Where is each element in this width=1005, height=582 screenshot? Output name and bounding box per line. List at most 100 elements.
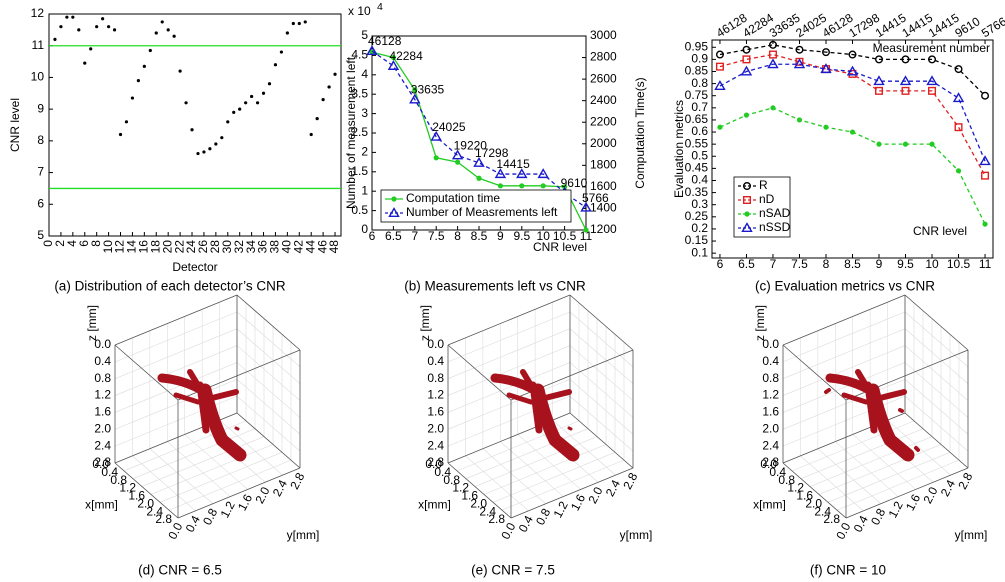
x-tick-label: 9.5: [897, 257, 914, 271]
point: [220, 136, 223, 139]
z-tick-label: 0.8: [427, 371, 444, 385]
x-tick-label: 7: [411, 229, 418, 243]
point: [71, 16, 74, 19]
legend-label: Number of Measrements left: [406, 205, 558, 219]
marker: [541, 183, 546, 188]
grid-line: [905, 312, 968, 367]
y-tick-label: 0: [361, 222, 368, 236]
z-tick-label: 0.4: [762, 354, 779, 368]
point: [101, 17, 104, 20]
y-tick-label: 10: [31, 70, 45, 84]
x-axis-label: x[mm]: [753, 498, 786, 512]
point: [119, 133, 122, 136]
grid-line: [115, 312, 237, 362]
point: [161, 20, 164, 23]
point: [59, 25, 62, 28]
z-tick-label: 2.4: [94, 438, 111, 452]
y-tick-label: 2.8: [620, 470, 640, 492]
y-tick-label: 6: [37, 196, 44, 210]
legend-label: nSAD: [759, 206, 791, 220]
value-label: 5766: [582, 191, 609, 205]
grid-line: [783, 312, 905, 362]
legend-marker: [744, 211, 749, 216]
point: [322, 98, 325, 101]
point: [167, 28, 170, 31]
point: [131, 96, 134, 99]
grid-line: [237, 329, 300, 384]
point: [214, 142, 217, 145]
marker: [982, 221, 987, 226]
x-tick-label: 9: [497, 229, 504, 243]
z-axis-label: z [mm]: [753, 305, 767, 341]
value-label: 24025: [432, 120, 466, 134]
point: [125, 120, 128, 123]
point: [89, 47, 92, 50]
marker: [476, 176, 481, 181]
z-tick-label: 1.6: [427, 405, 444, 419]
point: [83, 62, 86, 65]
y2-tick-label: 2800: [590, 50, 617, 64]
point: [113, 28, 116, 31]
z-tick-label: 0.8: [762, 371, 779, 385]
grid-line: [150, 449, 213, 504]
marker: [583, 227, 588, 232]
z-tick-label: 1.6: [762, 405, 779, 419]
y-tick-label: 0.35: [685, 185, 709, 199]
y-tick-label: 0.4: [516, 513, 536, 535]
caption: (b) Measurements left vs CNR: [404, 279, 586, 294]
x-tick-label: 10.5: [947, 257, 971, 271]
y-axis-label: y[mm]: [620, 528, 653, 542]
grid-line: [570, 329, 633, 384]
y-tick-label: 1.6: [568, 491, 588, 513]
axis-multiplier-exp: 4: [377, 1, 383, 13]
point: [292, 22, 295, 25]
y2-tick-label: 2600: [590, 71, 617, 85]
y-tick-label: 0.8: [868, 506, 888, 528]
y-tick-label: 9: [37, 101, 44, 115]
point: [298, 22, 301, 25]
z-tick-label: 2.0: [94, 421, 111, 435]
y-tick-label: 0.8: [200, 506, 220, 528]
grid-line: [783, 329, 905, 379]
x-tick-label: 2.8: [823, 512, 840, 526]
z-tick-label: 1.6: [94, 405, 111, 419]
point: [173, 35, 176, 38]
point: [202, 150, 205, 153]
caption: (d) CNR = 6.5: [138, 563, 222, 578]
value-label: 42284: [389, 49, 423, 63]
grid-line: [783, 346, 905, 396]
y-axis-label: y[mm]: [287, 528, 320, 542]
y-tick-label: 0.2: [691, 221, 708, 235]
point: [226, 120, 229, 123]
marker: [498, 183, 503, 188]
y-tick-label: 2.0: [585, 484, 605, 506]
value-label: 14415: [496, 157, 530, 171]
point: [137, 79, 140, 82]
y-axis-label: Evaluation metrics: [672, 100, 686, 198]
vessel: [916, 448, 918, 450]
point: [274, 63, 277, 66]
marker: [717, 125, 722, 130]
y-tick-label: 12: [31, 6, 45, 20]
y-tick-label: 0.8: [691, 76, 708, 90]
y-tick-label: 7: [37, 165, 44, 179]
box-edge: [783, 295, 905, 345]
vessel: [176, 395, 198, 402]
point: [53, 38, 56, 41]
point: [238, 108, 241, 111]
marker: [455, 160, 460, 165]
box-edge: [237, 295, 300, 350]
legend-label: R: [759, 178, 768, 192]
z-axis-label: z [mm]: [85, 305, 99, 341]
y-tick-label: 0.45: [685, 161, 709, 175]
grid-line: [237, 312, 300, 367]
caption: (a) Distribution of each detector’s CNR: [54, 279, 286, 294]
z-tick-label: 2.4: [762, 438, 779, 452]
y-tick-label: 1.2: [551, 499, 571, 521]
x-axis-label: Detector: [172, 260, 217, 274]
grid-line: [835, 442, 898, 497]
marker: [876, 142, 881, 147]
y-axis-label: y[mm]: [955, 528, 988, 542]
grid-line: [237, 396, 300, 451]
y-tick-label: 0.6: [691, 124, 708, 138]
